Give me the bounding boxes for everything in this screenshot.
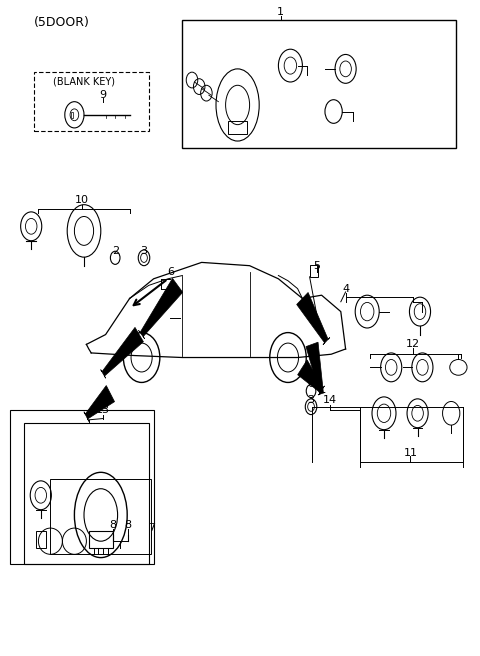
Text: 10: 10	[74, 195, 89, 205]
Text: 3: 3	[308, 395, 314, 405]
Text: 5: 5	[313, 260, 320, 271]
Text: 2: 2	[112, 245, 119, 256]
Bar	[24, 423, 149, 564]
Bar	[71, 112, 73, 118]
Bar	[50, 479, 151, 554]
Polygon shape	[297, 293, 330, 344]
Polygon shape	[101, 327, 144, 379]
Bar	[89, 531, 113, 548]
Text: 8: 8	[109, 520, 116, 530]
Polygon shape	[298, 360, 324, 395]
Bar	[228, 121, 247, 134]
Text: 6: 6	[308, 379, 314, 389]
Text: 8: 8	[125, 520, 132, 530]
Polygon shape	[84, 386, 115, 421]
Bar	[36, 531, 46, 548]
Text: 4: 4	[342, 283, 349, 294]
Text: 13: 13	[96, 405, 110, 415]
Text: 3: 3	[141, 245, 147, 256]
Bar	[34, 72, 149, 131]
Text: (5DOOR): (5DOOR)	[34, 16, 89, 30]
Text: 12: 12	[406, 339, 420, 350]
Text: 1: 1	[277, 7, 284, 17]
Text: (BLANK KEY): (BLANK KEY)	[53, 77, 115, 87]
Bar	[182, 20, 456, 148]
Polygon shape	[139, 278, 183, 338]
Bar	[310, 265, 318, 277]
Text: 9: 9	[100, 90, 107, 100]
Bar	[10, 410, 154, 564]
Text: 11: 11	[403, 447, 418, 458]
Polygon shape	[306, 342, 325, 395]
Text: 14: 14	[323, 395, 337, 405]
Text: 6: 6	[167, 267, 174, 277]
Text: 7: 7	[148, 523, 155, 533]
